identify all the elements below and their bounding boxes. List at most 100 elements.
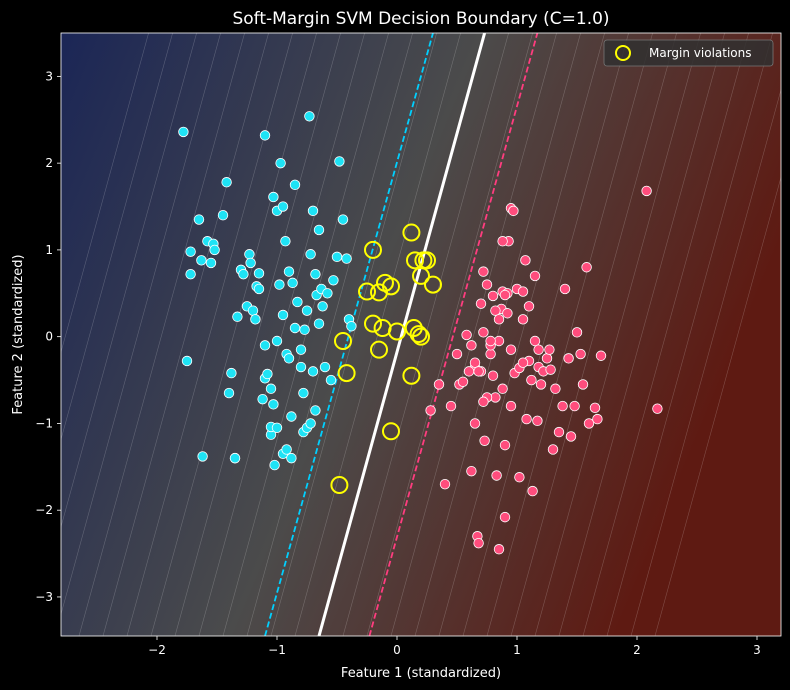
data-point-class-a	[325, 374, 337, 386]
margin-violation-marker	[382, 422, 400, 441]
plot-frame	[60, 32, 782, 637]
data-point-class-b	[517, 286, 529, 297]
data-points	[178, 111, 663, 555]
data-point-class-b	[439, 478, 451, 490]
margin-violation-marker	[388, 322, 406, 341]
contour-line	[438, 33, 605, 636]
y-tick-label: 0	[45, 330, 53, 344]
contour-line	[270, 33, 437, 636]
data-point-class-b	[517, 314, 529, 325]
data-point-class-b	[466, 340, 477, 351]
data-point-class-a	[185, 246, 196, 257]
contour-line	[78, 33, 245, 636]
data-point-class-a	[185, 269, 196, 280]
data-point-class-b	[557, 400, 568, 412]
y-tick-label: 2	[45, 156, 53, 170]
data-point-class-b	[575, 348, 586, 360]
data-point-class-a	[292, 296, 303, 308]
data-point-class-a	[328, 275, 339, 286]
margin-violation-marker	[404, 318, 423, 337]
data-point-class-a	[299, 324, 310, 335]
data-point-class-a	[226, 367, 237, 379]
legend: Margin violations	[603, 39, 774, 67]
data-point-class-b	[491, 470, 502, 481]
data-point-class-b	[481, 279, 493, 290]
data-point-class-b	[497, 383, 508, 394]
data-point-class-a	[286, 452, 297, 464]
data-point-class-b	[487, 290, 499, 302]
x-tick-label: −2	[148, 643, 166, 657]
margin-violation-marker	[330, 476, 349, 495]
contour-line	[510, 33, 677, 636]
data-point-class-a	[283, 266, 295, 277]
data-point-class-a	[287, 277, 298, 289]
data-point-class-a	[205, 257, 217, 269]
data-point-class-b	[499, 511, 511, 523]
data-point-class-a	[277, 309, 289, 321]
data-point-class-a	[286, 411, 297, 422]
data-point-class-a	[313, 224, 325, 236]
data-point-class-a	[181, 355, 193, 367]
data-point-class-b	[475, 298, 487, 309]
data-point-class-a	[229, 452, 241, 464]
data-point-class-a	[313, 318, 325, 329]
decision-function-background	[61, 33, 781, 636]
margin-violation-marker	[402, 366, 421, 385]
data-point-class-a	[334, 156, 345, 167]
margin-violation-marker	[334, 332, 352, 351]
data-point-class-b	[595, 350, 607, 361]
data-point-class-a	[319, 361, 331, 373]
data-point-class-b	[547, 444, 559, 455]
data-point-class-b	[505, 344, 517, 355]
data-point-class-b	[529, 270, 541, 282]
data-point-class-b	[493, 314, 505, 325]
data-point-class-b	[577, 379, 589, 390]
x-tick-label: 2	[633, 643, 641, 657]
contour-line	[654, 176, 781, 636]
contour-line	[558, 33, 725, 636]
contour-line	[606, 33, 773, 636]
margin-violation-marker	[337, 364, 356, 383]
data-point-class-b	[505, 400, 517, 412]
data-point-class-b	[451, 348, 463, 360]
data-point-class-b	[563, 353, 574, 364]
data-point-class-a	[269, 459, 280, 471]
data-point-class-b	[499, 439, 511, 451]
data-point-class-a	[245, 257, 256, 269]
decision-boundary-line	[317, 33, 487, 636]
data-point-class-a	[223, 387, 235, 399]
margin-violation-marker	[364, 314, 382, 333]
data-point-class-a	[259, 130, 271, 141]
data-point-class-b	[523, 301, 535, 312]
data-point-class-a	[268, 191, 279, 203]
margin-violation-marker	[414, 251, 433, 270]
data-point-class-a	[295, 344, 307, 355]
x-tick-label: 1	[513, 643, 521, 657]
data-point-class-b	[652, 403, 663, 414]
contour-line	[534, 33, 701, 636]
data-point-class-b	[589, 402, 601, 414]
data-point-class-a	[331, 251, 343, 263]
data-point-class-a	[305, 249, 316, 260]
data-point-class-b	[581, 262, 592, 273]
data-point-class-a	[301, 305, 313, 316]
data-point-class-a	[250, 314, 261, 325]
data-point-class-a	[178, 126, 189, 138]
data-point-class-b	[493, 544, 505, 555]
contour-line	[61, 33, 173, 441]
data-point-class-a	[289, 322, 301, 334]
x-tick-label: 0	[393, 643, 401, 657]
y-tick-label: −1	[35, 416, 53, 430]
y-tick-label: −2	[35, 503, 53, 517]
data-point-class-a	[307, 366, 319, 377]
data-point-class-a	[341, 253, 352, 264]
data-point-class-a	[217, 210, 229, 221]
chart-title: Soft-Margin SVM Decision Boundary (C=1.0…	[232, 9, 609, 29]
data-point-class-a	[271, 422, 283, 433]
contour-line	[414, 33, 581, 636]
data-point-class-a	[289, 179, 301, 191]
data-point-class-b	[425, 405, 436, 416]
data-point-class-b	[529, 335, 541, 347]
data-point-class-a	[307, 205, 319, 217]
margin-violation-marker	[370, 340, 388, 359]
